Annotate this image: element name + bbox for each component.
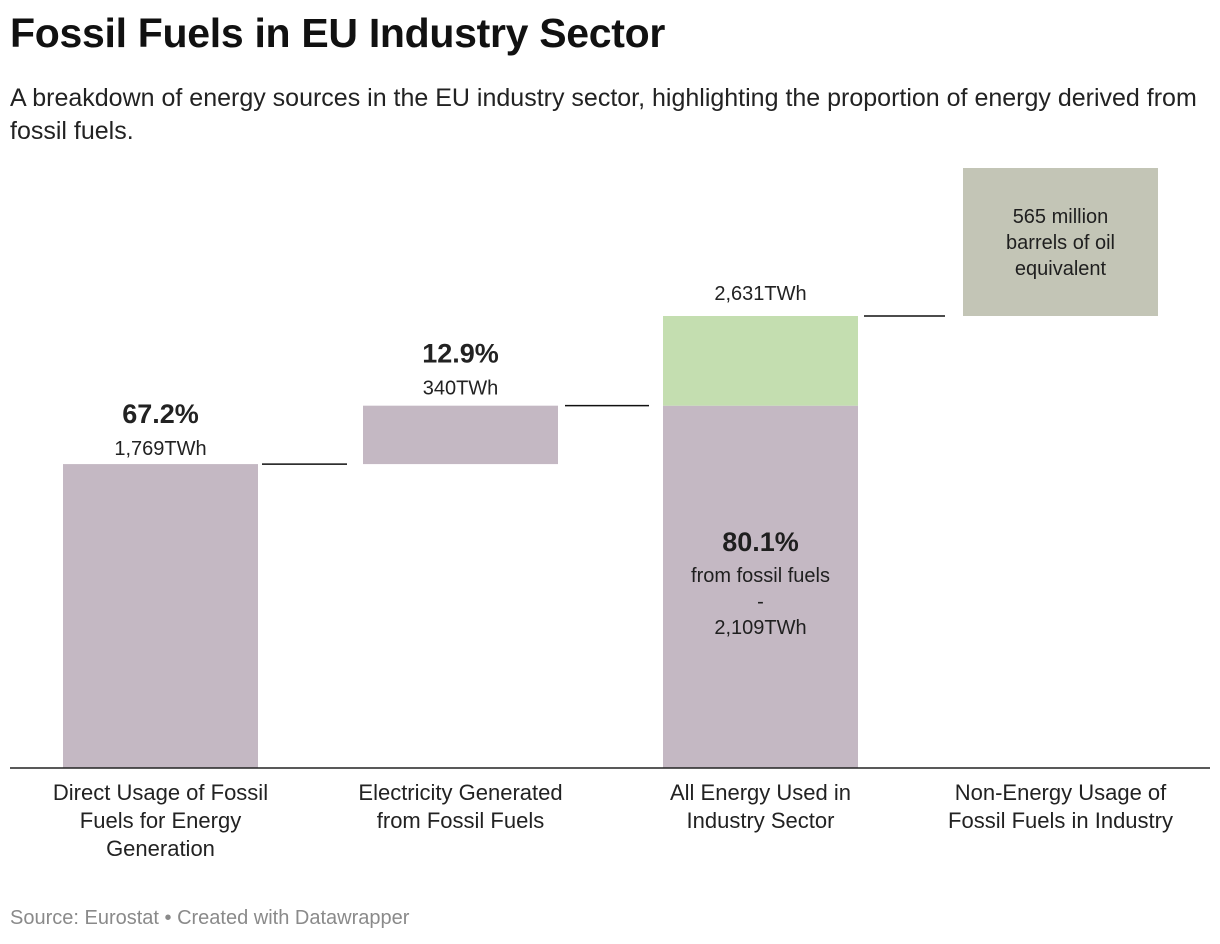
bar-all-energy-fossil-pct: 80.1% [722, 527, 799, 557]
x-axis-category-label: Generation [106, 836, 215, 861]
bar-all-energy-fossil-label: 2,109TWh [714, 617, 806, 639]
x-axis-category-label: Non-Energy Usage of [955, 780, 1167, 805]
x-axis-category-label: Electricity Generated [358, 780, 562, 805]
bar-all-energy-fossil [663, 405, 858, 768]
waterfall-chart: 67.2% 1,769TWh 12.9% 340TWh 2,631TWh 80.1% fro… [10, 168, 1210, 861]
bar-electricity-pct: 12.9% [422, 339, 499, 369]
bar-non-energy-label: barrels of oil [1006, 232, 1115, 254]
bar-direct-usage [63, 464, 258, 768]
bar-non-energy-label: 565 million [1013, 206, 1109, 228]
bar-non-energy [963, 168, 1158, 316]
bar-direct-usage-value: 1,769TWh [114, 438, 206, 460]
x-axis-category-label: Fuels for Energy [80, 808, 241, 833]
chart-title: Fossil Fuels in EU Industry Sector [10, 10, 666, 56]
x-axis-category-label: All Energy Used in [670, 780, 851, 805]
x-axis-category-label: from Fossil Fuels [377, 808, 544, 833]
bar-direct-usage-pct: 67.2% [122, 399, 199, 429]
x-axis-category-label: Industry Sector [687, 808, 835, 833]
bar-electricity [363, 405, 558, 465]
bar-all-energy-fossil-label: - [757, 591, 764, 613]
bar-all-energy-total-value: 2,631TWh [714, 283, 806, 305]
source-note: Source: Eurostat • Created with Datawrap… [10, 907, 410, 929]
x-axis-category-label: Direct Usage of Fossil [53, 780, 268, 805]
bar-electricity-value: 340TWh [423, 378, 499, 400]
bar-all-energy-other [663, 316, 858, 406]
bar-all-energy-fossil-label: from fossil fuels [691, 565, 830, 587]
chart-subtitle: A breakdown of energy sources in the EU … [10, 84, 1197, 145]
bar-non-energy-label: equivalent [1015, 258, 1107, 280]
x-axis-category-label: Fossil Fuels in Industry [948, 808, 1173, 833]
